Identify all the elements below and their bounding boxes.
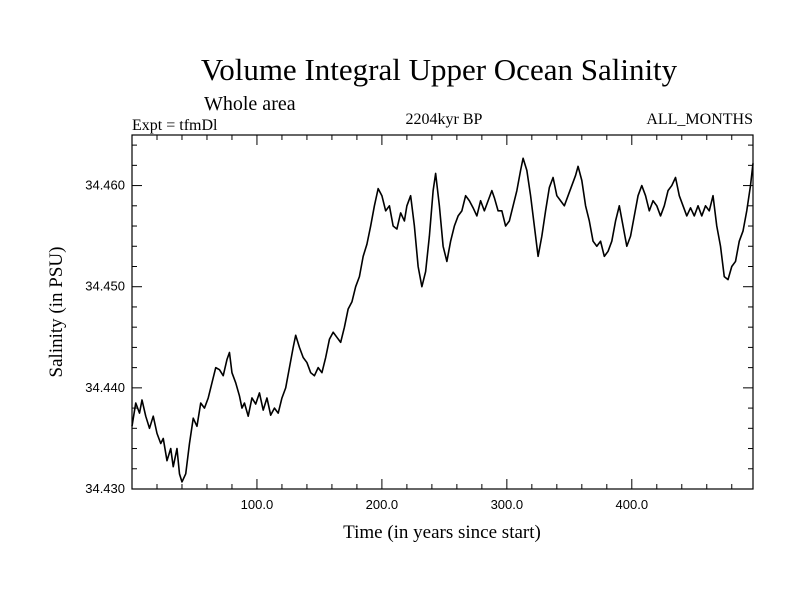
y-tick-label: 34.440: [85, 380, 125, 395]
period-label: 2204kyr BP: [406, 111, 483, 128]
x-tick-label: 100.0: [241, 497, 274, 512]
axis-ticks: [132, 135, 753, 489]
y-tick-label: 34.450: [85, 279, 125, 294]
y-tick-label: 34.430: [85, 481, 125, 496]
months-label: ALL_MONTHS: [646, 111, 753, 128]
chart-title: Volume Integral Upper Ocean Salinity: [201, 52, 678, 87]
axis-tick-labels: 100.0 200.0 300.0 400.0 34.430 34.440 34.450 34…: [85, 178, 648, 512]
salinity-series-line: [131, 157, 754, 483]
x-tick-label: 200.0: [366, 497, 399, 512]
y-tick-label: 34.460: [85, 178, 125, 193]
y-axis-label: Salinity (in PSU): [46, 247, 67, 378]
x-tick-label: 300.0: [491, 497, 524, 512]
chart-subtitle: Whole area: [204, 93, 296, 115]
experiment-label: Expt = tfmDl: [132, 117, 218, 134]
x-tick-label: 400.0: [616, 497, 649, 512]
x-axis-label: Time (in years since start): [343, 522, 541, 543]
plot-frame: [131, 134, 754, 490]
